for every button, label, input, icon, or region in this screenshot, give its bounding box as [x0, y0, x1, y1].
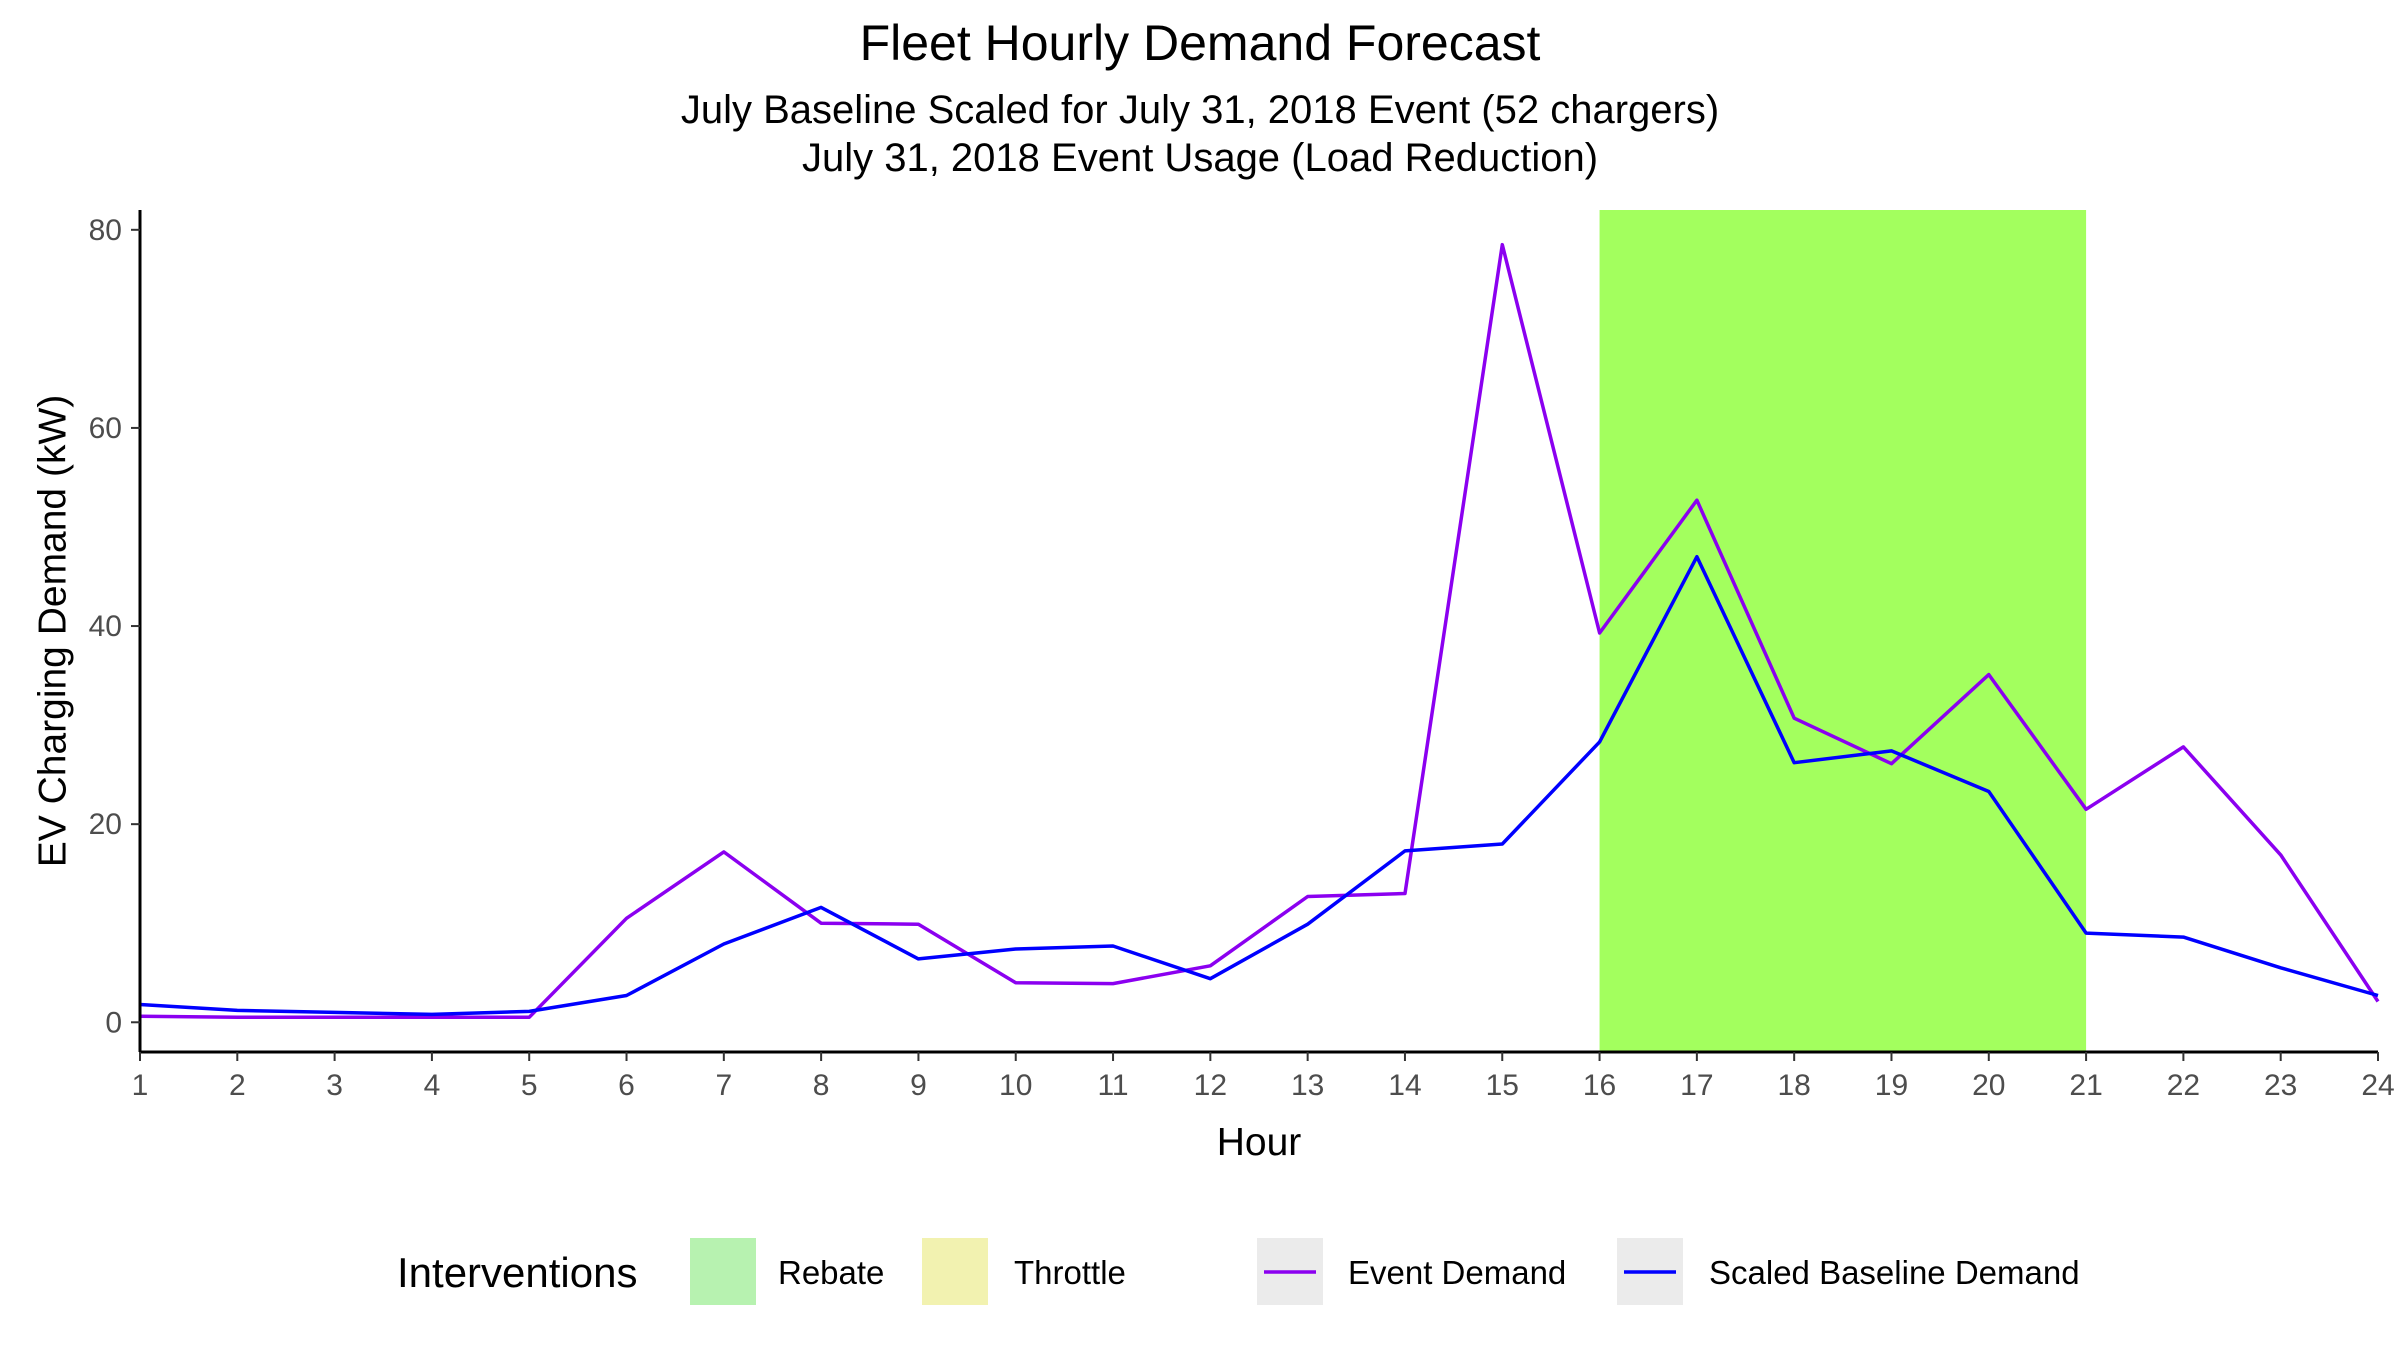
x-tick-label-3: 3 [326, 1069, 343, 1102]
chart-subtitle-line-1: July Baseline Scaled for July 31, 2018 E… [680, 88, 1720, 132]
x-tick-label-24: 24 [2361, 1069, 2394, 1102]
legend-label-rebate: Rebate [778, 1254, 884, 1291]
y-axis-title: EV Charging Demand (kW) [32, 395, 75, 868]
x-tick-label-21: 21 [2069, 1069, 2102, 1102]
y-tick-label-40: 40 [89, 610, 122, 643]
x-tick-label-10: 10 [999, 1069, 1032, 1102]
legend-label-throttle: Throttle [1014, 1254, 1126, 1291]
x-tick-label-1: 1 [132, 1069, 149, 1102]
x-tick-label-2: 2 [229, 1069, 246, 1102]
legend-label-event-demand: Event Demand [1348, 1254, 1566, 1291]
x-tick-label-19: 19 [1875, 1069, 1908, 1102]
chart-subtitle-line-2: July 31, 2018 Event Usage (Load Reductio… [801, 136, 1599, 180]
x-axis-title: Hour [1217, 1121, 1302, 1164]
y-tick-label-80: 80 [89, 214, 122, 247]
x-tick-label-12: 12 [1194, 1069, 1227, 1102]
x-tick-label-16: 16 [1583, 1069, 1616, 1102]
x-tick-label-11: 11 [1097, 1069, 1128, 1102]
plot-region [139, 210, 2380, 1052]
axes [138, 210, 2378, 1054]
scaled-baseline-demand-line [139, 554, 2379, 1017]
legend-key-throttle [922, 1238, 988, 1305]
x-tick-label-5: 5 [521, 1069, 538, 1102]
x-tick-label-6: 6 [618, 1069, 635, 1102]
x-tick-label-14: 14 [1388, 1069, 1421, 1102]
legend-title: Interventions [397, 1249, 637, 1296]
y-axis-ticks: 0 20 40 60 80 [89, 214, 140, 1039]
y-tick-label-20: 20 [89, 808, 122, 841]
x-tick-label-8: 8 [813, 1069, 830, 1102]
x-tick-label-18: 18 [1777, 1069, 1810, 1102]
x-tick-label-7: 7 [715, 1069, 732, 1102]
x-tick-label-4: 4 [424, 1069, 441, 1102]
x-axis-ticks: 1 2 3 4 5 6 7 8 9 10 11 12 13 14 15 16 17 18 19 20 21 22 23 24 [132, 1052, 2395, 1102]
legend-label-scaled-baseline-demand: Scaled Baseline Demand [1709, 1254, 2080, 1291]
legend: Interventions Rebate Throttle Event Demand… [397, 1238, 2080, 1305]
x-tick-label-13: 13 [1291, 1069, 1324, 1102]
y-tick-label-0: 0 [105, 1006, 122, 1039]
x-tick-label-22: 22 [2167, 1069, 2200, 1102]
x-tick-label-15: 15 [1486, 1069, 1519, 1102]
event-demand-line [139, 242, 2380, 1020]
x-tick-label-20: 20 [1972, 1069, 2005, 1102]
legend-key-rebate [690, 1238, 756, 1305]
y-tick-label-60: 60 [89, 412, 122, 445]
rebate-shaded-region [1599, 210, 2087, 1052]
x-tick-label-23: 23 [2264, 1069, 2297, 1102]
x-tick-label-17: 17 [1680, 1069, 1713, 1102]
x-tick-label-9: 9 [910, 1069, 927, 1102]
chart-title: Fleet Hourly Demand Forecast [859, 15, 1541, 71]
